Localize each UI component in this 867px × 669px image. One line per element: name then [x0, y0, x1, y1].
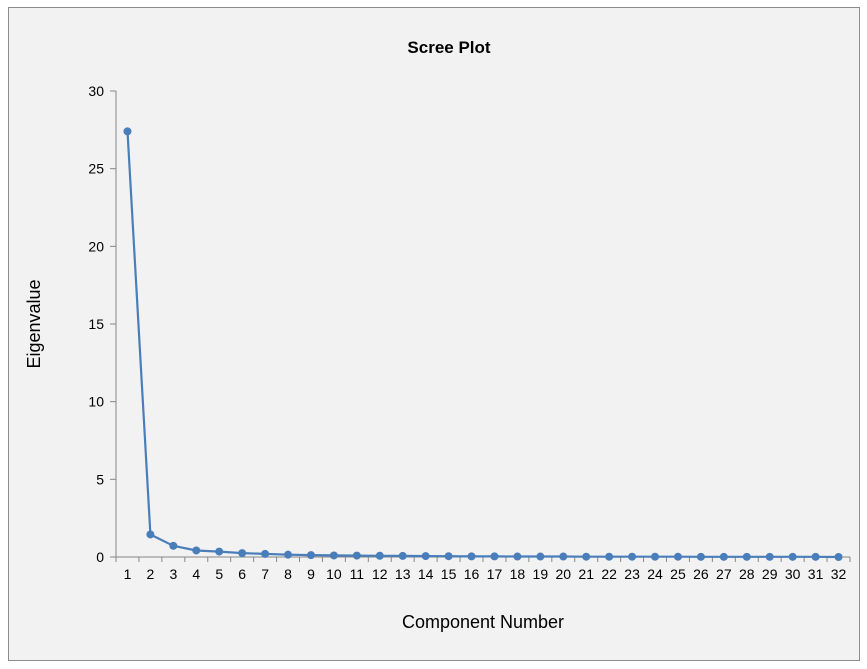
data-point [192, 546, 201, 555]
x-tick-label: 9 [307, 566, 315, 582]
data-point [467, 552, 476, 561]
data-point [834, 553, 843, 561]
x-tick-label: 19 [533, 566, 549, 582]
data-point [811, 552, 820, 561]
data-point [421, 552, 430, 561]
x-tick-label: 13 [395, 566, 411, 582]
x-tick-label: 24 [647, 566, 663, 582]
x-axis: 1 2 3 4 5 6 7 8 9 10 11 12 13 14 15 16 17 18 19 20 21 22 23 24 2… [115, 556, 851, 582]
y-axis: 0 5 10 15 20 25 30 [88, 83, 117, 565]
x-axis-title: Component Number [402, 612, 564, 632]
x-tick-label: 27 [716, 566, 732, 582]
y-tick-label: 25 [88, 161, 104, 177]
x-tick-label: 3 [169, 566, 177, 582]
data-point [284, 550, 293, 559]
data-point [444, 552, 453, 561]
x-tick-label: 29 [762, 566, 778, 582]
chart-title: Scree Plot [407, 38, 490, 57]
data-point [238, 549, 247, 558]
x-tick-label: 12 [372, 566, 388, 582]
x-tick-label: 32 [831, 566, 847, 582]
series-layer [123, 127, 843, 561]
data-point [719, 552, 728, 561]
data-point [329, 551, 338, 560]
data-point [215, 547, 224, 556]
x-tick-label: 22 [601, 566, 617, 582]
x-tick-label: 11 [350, 566, 365, 582]
data-point [788, 552, 797, 561]
data-point [146, 530, 155, 539]
data-point [306, 551, 315, 560]
x-tick-label: 4 [192, 566, 200, 582]
data-point [513, 552, 522, 561]
x-tick-label: 10 [326, 566, 342, 582]
x-tick-label: 7 [261, 566, 269, 582]
y-tick-label: 0 [96, 549, 104, 565]
y-tick-label: 20 [88, 238, 104, 254]
x-tick-label: 18 [510, 566, 526, 582]
data-point [398, 551, 407, 560]
data-point [651, 552, 660, 561]
x-tick-label: 5 [215, 566, 223, 582]
y-tick-label: 30 [88, 83, 104, 99]
data-point [123, 127, 132, 136]
chart-area [8, 7, 860, 661]
y-tick-label: 15 [88, 316, 104, 332]
data-point [696, 552, 705, 561]
x-tick-label: 8 [284, 566, 292, 582]
data-point [559, 552, 568, 561]
data-point [582, 552, 591, 561]
data-point [490, 552, 499, 561]
y-tick-label: 10 [88, 394, 104, 410]
data-point [375, 551, 384, 560]
data-point [742, 552, 751, 561]
x-tick-label: 14 [418, 566, 434, 582]
data-point [673, 552, 682, 561]
x-tick-label: 23 [624, 566, 640, 582]
data-point [765, 552, 774, 561]
x-tick-label: 21 [578, 566, 594, 582]
x-tick-label: 30 [785, 566, 801, 582]
series-line [126, 131, 839, 559]
x-tick-label: 31 [808, 566, 824, 582]
y-tick-label: 5 [96, 471, 104, 487]
x-tick-label: 2 [147, 566, 155, 582]
x-tick-label: 25 [670, 566, 686, 582]
data-point [261, 549, 270, 558]
data-point [536, 552, 545, 561]
x-tick-label: 6 [238, 566, 246, 582]
x-tick-label: 28 [739, 566, 755, 582]
x-tick-label: 26 [693, 566, 709, 582]
data-point [628, 552, 637, 561]
data-point [352, 551, 361, 560]
x-tick-label: 15 [441, 566, 457, 582]
x-tick-label: 17 [487, 566, 503, 582]
data-point [605, 552, 614, 561]
data-point [169, 541, 178, 550]
x-tick-label: 1 [124, 566, 132, 582]
x-tick-label: 20 [555, 566, 571, 582]
x-tick-label: 16 [464, 566, 480, 582]
y-axis-title: Eigenvalue [24, 279, 44, 368]
